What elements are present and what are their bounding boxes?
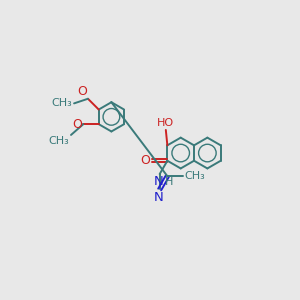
Text: HO: HO xyxy=(157,118,174,128)
Text: CH₃: CH₃ xyxy=(49,136,70,146)
Text: CH₃: CH₃ xyxy=(52,98,73,108)
Text: N: N xyxy=(154,175,164,188)
Text: O: O xyxy=(77,85,87,98)
Text: O: O xyxy=(140,154,150,167)
Text: O: O xyxy=(73,118,82,131)
Text: CH₃: CH₃ xyxy=(184,171,205,181)
Text: N: N xyxy=(154,191,164,204)
Text: H: H xyxy=(165,177,173,187)
